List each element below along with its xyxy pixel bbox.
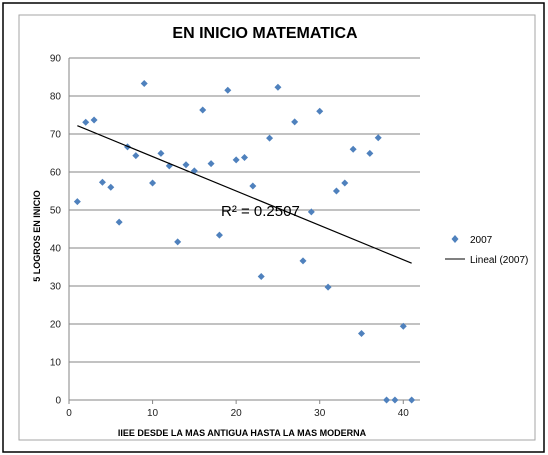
- data-point-23: [257, 273, 265, 280]
- y-tick-label-20: 20: [50, 320, 62, 331]
- data-points: [73, 79, 416, 404]
- y-tick-label-0: 0: [55, 396, 61, 407]
- data-point-5: [107, 183, 115, 191]
- data-point-35: [366, 149, 374, 157]
- x-tick-label-10: 10: [147, 408, 159, 419]
- y-tick-label-90: 90: [50, 54, 62, 65]
- data-point-25: [274, 83, 282, 91]
- x-tick-label-40: 40: [398, 408, 410, 419]
- data-point-28: [307, 208, 315, 216]
- trendline: [77, 125, 412, 264]
- data-point-20: [232, 156, 240, 164]
- data-point-32: [341, 179, 349, 187]
- data-point-13: [174, 238, 182, 246]
- r-squared-annotation: R² = 0.2507: [221, 203, 300, 220]
- data-point-22: [249, 182, 257, 190]
- y-axis-label: 5 LOGROS EN INICIO: [32, 190, 42, 282]
- data-point-11: [157, 149, 165, 157]
- y-tick-label-40: 40: [50, 244, 62, 255]
- x-axis-label: IIEE DESDE LA MAS ANTIGUA HASTA LA MAS M…: [118, 428, 367, 438]
- data-point-36: [374, 134, 382, 142]
- data-point-1: [73, 198, 81, 206]
- data-point-27: [299, 257, 307, 265]
- axes: [68, 58, 420, 404]
- data-point-37: [383, 396, 391, 404]
- legend-box: [442, 226, 532, 270]
- tick-labels: 0 10 20 30 40 50 60 70 80 90 0 10 20 30 40: [50, 54, 409, 420]
- y-tick-label-60: 60: [50, 168, 62, 179]
- trendline-layer: [77, 125, 412, 264]
- data-point-14: [182, 161, 190, 169]
- data-point-30: [324, 283, 332, 291]
- y-tick-label-10: 10: [50, 358, 62, 369]
- y-tick-label-30: 30: [50, 282, 62, 293]
- data-point-4: [98, 178, 106, 186]
- data-point-31: [332, 187, 340, 195]
- y-tick-label-70: 70: [50, 130, 62, 141]
- data-point-10: [149, 179, 157, 187]
- data-point-21: [241, 154, 248, 162]
- data-point-16: [199, 106, 207, 114]
- data-point-18: [215, 231, 223, 239]
- data-point-2: [82, 118, 90, 126]
- y-tick-label-50: 50: [50, 206, 62, 217]
- data-point-24: [266, 134, 274, 142]
- legend-label-trend: Lineal (2007): [470, 255, 528, 266]
- data-point-6: [115, 218, 123, 226]
- data-point-3: [90, 116, 98, 124]
- y-tick-label-80: 80: [50, 92, 62, 103]
- chart-title: EN INICIO MATEMATICA: [172, 25, 358, 42]
- data-point-39: [399, 322, 407, 330]
- legend-label-2007: 2007: [470, 235, 493, 246]
- data-point-26: [291, 118, 299, 126]
- x-tick-label-30: 30: [314, 408, 326, 419]
- data-point-19: [224, 86, 232, 94]
- data-point-33: [349, 145, 357, 153]
- data-point-29: [316, 107, 324, 115]
- legend-marker-2007: [451, 235, 459, 243]
- data-point-38: [391, 396, 399, 404]
- x-tick-label-20: 20: [231, 408, 243, 419]
- data-point-17: [207, 160, 215, 168]
- legend: 2007 Lineal (2007): [442, 226, 532, 270]
- data-point-40: [408, 396, 416, 404]
- data-point-8: [132, 152, 140, 160]
- data-point-9: [140, 79, 148, 87]
- data-point-34: [358, 330, 365, 337]
- x-tick-label-0: 0: [66, 408, 72, 419]
- gridlines: [69, 57, 420, 363]
